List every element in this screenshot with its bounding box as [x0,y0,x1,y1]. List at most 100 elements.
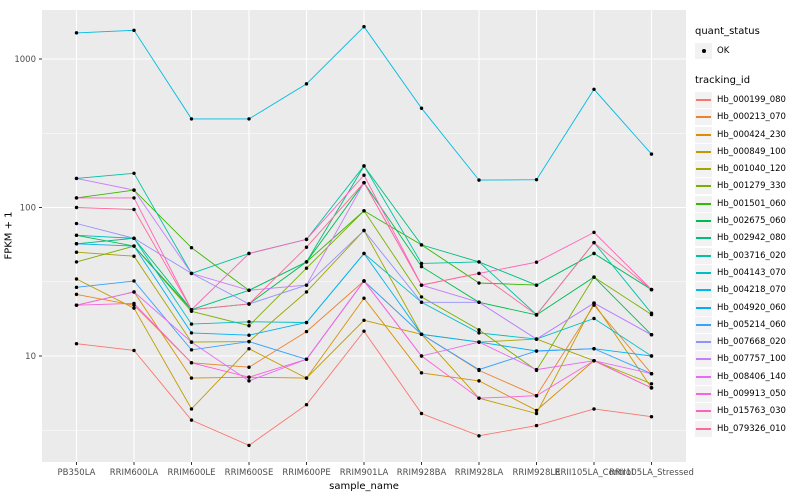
data-point [534,313,539,317]
legend-line-icon [696,150,711,153]
legend-item-label: Hb_008406_140 [717,371,786,382]
y-tick-label: 10 [25,352,36,362]
x-tick-label: RRII105LA_Control [555,468,634,478]
x-tick-label: RRIM928BA [397,468,447,478]
data-point [74,303,79,307]
data-point [189,348,194,352]
data-point [419,354,424,358]
data-point [304,376,309,380]
legend-line-icon [696,289,711,292]
data-point [419,261,424,266]
y-tick-label: 100 [20,204,36,214]
data-point [362,329,366,333]
x-tick-label: RRIM600SE [225,468,274,478]
legend-key-box [695,282,712,299]
data-point [362,180,366,185]
data-point [304,260,309,264]
legend-item-label: Hb_001279_330 [717,181,786,192]
legend-line-icon [696,341,711,344]
legend-item-label: Hb_000849_100 [717,146,786,157]
data-point [132,254,136,258]
data-point [247,365,251,369]
data-point [534,367,539,372]
legend-item-Hb_008406_140: Hb_008406_140 [695,368,800,385]
data-point [247,333,251,337]
data-point [419,411,424,416]
data-point [132,244,136,248]
data-point [74,242,79,246]
data-point [592,346,596,351]
legend-item-label: Hb_079326_010 [717,423,786,434]
data-point [132,279,136,283]
data-point [74,205,79,210]
data-point [132,306,136,310]
legend-item-Hb_001279_330: Hb_001279_330 [695,178,800,195]
data-point [477,434,481,438]
data-point [477,281,481,285]
legend: quant_status OK tracking_id Hb_000199_08… [695,26,800,437]
legend-item-label: Hb_003716_020 [717,250,786,261]
point-icon [701,48,706,53]
data-point [132,188,136,192]
data-point [304,320,309,325]
x-tick-label: PB350LA [58,468,96,478]
data-point [477,379,481,383]
data-point [304,357,309,362]
legend-item-Hb_000424_230: Hb_000424_230 [695,126,800,143]
legend-key-box [695,351,712,368]
data-point [304,290,309,294]
x-tick-label: RRIM600LE [168,468,216,478]
legend-key-box [695,299,712,316]
legend-key-box [695,420,712,437]
data-point [649,371,654,376]
legend-line-icon [696,375,711,378]
data-point [74,233,79,237]
data-point [649,415,654,419]
data-point [132,171,136,175]
data-point [592,301,596,305]
legend-key-box [695,109,712,126]
legend-item-Hb_000199_080: Hb_000199_080 [695,91,800,108]
data-point [189,322,194,326]
legend-line-icon [696,271,711,274]
data-point [419,283,424,287]
data-point [649,333,654,337]
data-point [592,316,596,321]
data-point [132,207,136,212]
data-point [74,196,79,200]
data-point [304,245,309,249]
data-point [649,382,654,386]
data-point [477,300,481,304]
y-tick-label: 1000 [14,55,36,65]
data-point [247,379,251,383]
data-point [419,106,424,110]
data-point [132,348,136,353]
data-point [189,376,194,380]
legend-item-Hb_002942_080: Hb_002942_080 [695,230,800,247]
legend-key-box [695,143,712,160]
data-point [419,300,424,304]
data-point [132,301,136,306]
x-tick-label: RRIM928LE [513,468,561,478]
data-point [304,266,309,270]
legend-item-label: Hb_004143_070 [717,267,786,278]
x-tick-label: RRIM901LA [340,468,389,478]
data-point [592,358,596,363]
legend-item-Hb_009913_050: Hb_009913_050 [695,385,800,402]
data-point [477,271,481,276]
data-point [534,423,539,428]
data-point [132,290,136,294]
legend-key-box [695,247,712,264]
data-point [304,82,309,86]
x-tick-label: RRIM928LA [455,468,504,478]
data-point [247,288,251,292]
legend-line-icon [696,185,711,188]
legend-line-icon [696,168,711,171]
legend-key-box [695,91,712,108]
legend-key-box [695,161,712,178]
legend-key-box [695,368,712,385]
legend-line-icon [696,237,711,240]
legend-item-Hb_004218_070: Hb_004218_070 [695,282,800,299]
data-point [132,196,136,200]
